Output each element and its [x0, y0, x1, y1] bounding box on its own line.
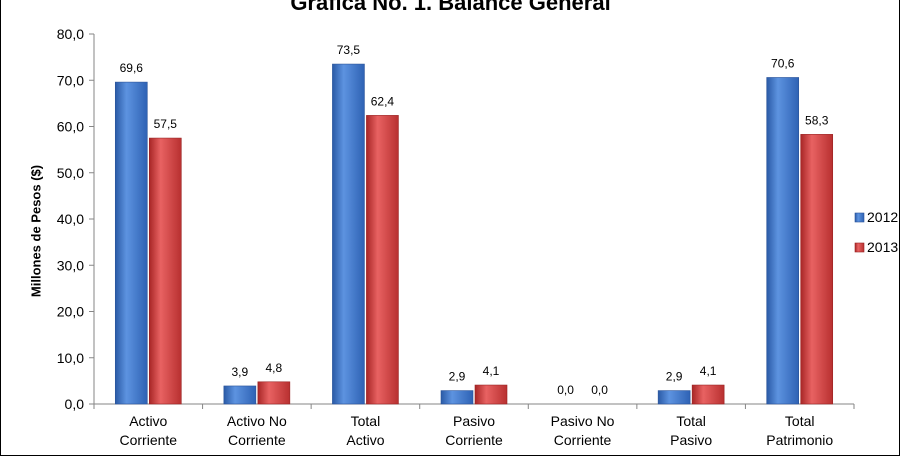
data-label: 2,9 — [666, 370, 683, 384]
bar-2012 — [223, 385, 257, 405]
bar-2012 — [766, 77, 800, 405]
data-label: 57,5 — [154, 117, 178, 131]
bar-2012 — [332, 63, 365, 405]
x-category-label: Activo No Corriente — [227, 413, 287, 448]
data-label: 4,8 — [266, 361, 283, 375]
y-tick-label: 30,0 — [57, 257, 84, 273]
data-label: 70,6 — [771, 56, 795, 70]
y-tick-label: 70,0 — [57, 72, 84, 88]
legend: 2012 2013 — [854, 209, 898, 255]
y-tick-label: 50,0 — [57, 165, 84, 181]
legend-label: 2013 — [867, 239, 898, 255]
x-category-label: Pasivo No Corriente — [551, 413, 615, 448]
legend-label: 2012 — [867, 209, 898, 225]
data-label: 2,9 — [449, 370, 466, 384]
data-label: 0,0 — [591, 383, 608, 397]
axes: 0,0 10,0 20,0 30,0 40,0 50,0 60,0 70,0 80,0 Activ… — [57, 26, 855, 448]
bar-2013 — [691, 384, 725, 405]
data-label: 73,5 — [337, 43, 361, 57]
data-label: 58,3 — [805, 113, 829, 127]
y-tick-label: 20,0 — [57, 304, 84, 320]
y-tick-label: 60,0 — [57, 119, 84, 135]
x-category-label: Total Activo — [346, 413, 384, 448]
bar-2012 — [657, 390, 691, 405]
legend-swatch-2013 — [854, 242, 865, 253]
bar-2013 — [148, 137, 182, 405]
data-labels: 69,6 3,9 73,5 2,9 0,0 2,9 70,6 57,5 4,8 62,4 4,1 0,… — [120, 43, 829, 397]
x-category-label: Pasivo Corriente — [445, 413, 503, 448]
y-tick-label: 0,0 — [65, 396, 85, 412]
data-label: 62,4 — [371, 94, 395, 108]
bar-2012 — [440, 390, 474, 405]
data-label: 3,9 — [232, 365, 249, 379]
bar-2013 — [366, 115, 399, 405]
bars — [114, 63, 834, 405]
y-tick-label: 10,0 — [57, 350, 84, 366]
bar-2013 — [257, 381, 291, 405]
x-category-label: Total Pasivo — [670, 413, 712, 448]
chart-title: Grafica No. 1. Balance General — [290, 0, 611, 15]
legend-swatch-2012 — [854, 212, 865, 223]
data-label: 4,1 — [483, 364, 500, 378]
data-label: 0,0 — [557, 383, 574, 397]
y-tick-label: 40,0 — [57, 211, 84, 227]
bar-2013 — [474, 384, 508, 405]
data-label: 4,1 — [700, 364, 717, 378]
x-category-label: Total Patrimonio — [766, 413, 833, 448]
x-category-label: Activo Corriente — [119, 413, 177, 448]
data-label: 69,6 — [120, 61, 144, 75]
y-tick-label: 80,0 — [57, 26, 84, 42]
bar-2013 — [800, 134, 834, 405]
bar-2012 — [114, 81, 148, 405]
